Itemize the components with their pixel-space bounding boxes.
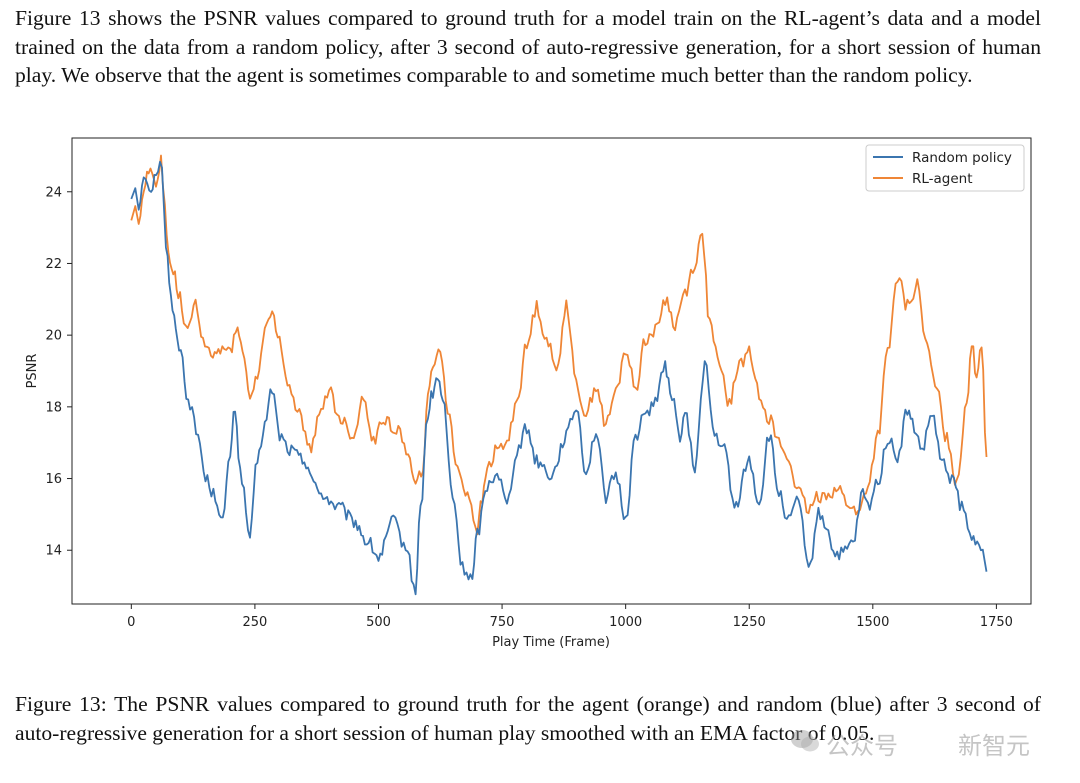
x-tick-label-2: 500 [366,615,391,630]
random-policy-line [130,160,988,596]
x-tick-label-4: 1000 [609,615,642,630]
legend-box [865,144,1025,192]
psnr-figure: 0 250 500 750 1000 1250 1500 1750 14 16 18 20 22 24 P… [0,130,1080,660]
chart-legend: Random policy RL-agent [865,144,1025,192]
legend-label-agent: RL-agent [912,171,973,187]
x-tick-label-1: 250 [242,615,267,630]
y-axis-label: PSNR [25,354,40,389]
x-axis-label: Play Time (Frame) [492,635,610,650]
x-tick-label-7: 1750 [980,615,1013,630]
x-tick-label-3: 750 [490,615,515,630]
x-tick-label-0: 0 [127,615,135,630]
y-tick-label-5: 24 [45,185,62,200]
y-tick-label-0: 14 [45,544,62,559]
series-lines [130,154,988,596]
psnr-line-chart: 0 250 500 750 1000 1250 1500 1750 14 16 18 20 22 24 P… [25,137,1032,650]
y-tick-label-2: 18 [45,400,62,415]
plot-frame [71,137,1032,605]
y-tick-label-1: 16 [45,472,62,487]
rl-agent-line [130,154,988,536]
legend-label-random: Random policy [912,150,1012,166]
x-tick-label-6: 1500 [856,615,889,630]
y-tick-label-3: 20 [45,329,62,344]
figure-caption: Figure 13: The PSNR values compared to g… [15,692,1041,745]
intro-paragraph: Figure 13 shows the PSNR values compared… [15,6,1041,87]
axis-ticks: 0 250 500 750 1000 1250 1500 1750 14 16 18 20 22 24 [45,185,1012,630]
x-tick-label-5: 1250 [733,615,766,630]
y-tick-label-4: 22 [45,257,62,272]
